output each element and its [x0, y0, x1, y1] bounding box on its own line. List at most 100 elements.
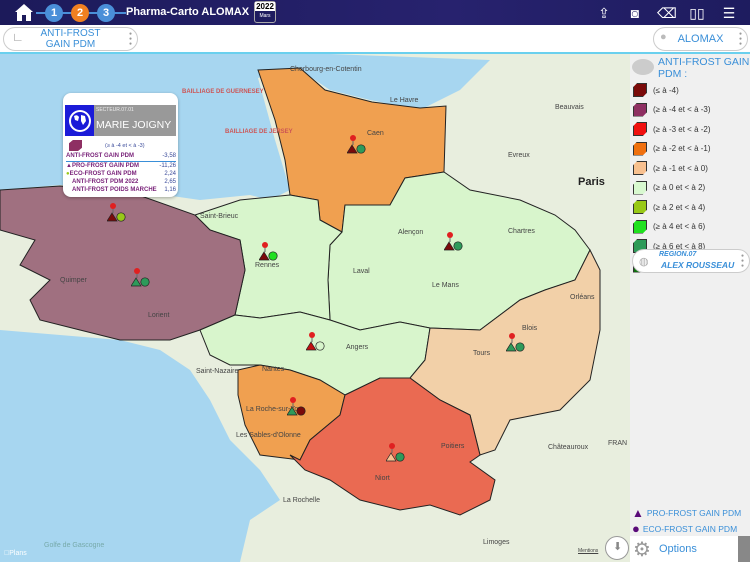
legend-item: (≥ à -2 et < à -1)	[633, 141, 711, 157]
marker-pin-icon	[286, 397, 306, 416]
symbol-eco-frost[interactable]: ● ECO-FROST GAIN PDM	[632, 522, 737, 536]
tooltip-name: MARIE JOIGNY	[96, 119, 172, 131]
sector-marker[interactable]	[106, 202, 131, 226]
legend-item: (≥ à 2 et < à 4)	[633, 199, 705, 215]
step-2-button[interactable]: 2	[71, 4, 89, 22]
book-icon[interactable]: ▯▯	[689, 5, 705, 21]
legend-label: (≥ à 6 et < à 8)	[653, 241, 706, 251]
marker-pin-icon	[258, 242, 278, 261]
map-canvas[interactable]	[0, 54, 630, 562]
lock-toggle[interactable]	[738, 536, 750, 562]
share-icon[interactable]: ⇪	[598, 5, 610, 21]
legend-label: (≥ à 4 et < à 6)	[653, 222, 706, 231]
city-label: Tours	[473, 350, 491, 357]
city-label: Quimper	[60, 277, 87, 284]
sector-marker[interactable]	[286, 396, 311, 420]
sector-marker[interactable]	[385, 442, 410, 466]
camera-icon[interactable]: ◙	[630, 5, 640, 21]
city-label: Niort	[375, 475, 390, 482]
city-label: La Rochelle	[283, 497, 320, 504]
region-name: ALEX ROUSSEAU	[661, 260, 735, 270]
row-value: 1,16	[164, 187, 176, 193]
attribution: Plans	[4, 550, 27, 557]
sector-marker[interactable]	[443, 231, 468, 255]
legend-label: (≥ à -1 et < à 0)	[653, 163, 708, 173]
city-label: Orléans	[570, 294, 595, 301]
city-label: Caen	[367, 130, 384, 137]
indicator-label: ANTI-FROST GAIN PDM	[41, 28, 101, 50]
eraser-icon[interactable]: ⌫	[657, 5, 677, 21]
tooltip-row: ANTI-FROST PDM 2022 2,65	[66, 179, 176, 186]
brand-selector[interactable]: ● ALOMAX ● ● ●	[653, 27, 748, 51]
tooltip-row: ▲PRO-FROST GAIN PDM -11,26	[66, 163, 176, 170]
tooltip-header: SECTEUR.07.01 MARIE JOIGNY	[65, 105, 176, 136]
palette-icon	[632, 59, 654, 75]
city-label: Les Sables-d'Olonne	[236, 432, 301, 439]
row-value: -11,26	[159, 163, 176, 169]
palette-icon: ●	[660, 31, 667, 43]
city-label: La Roche-sur-Yon	[246, 406, 303, 413]
globe-icon	[65, 105, 94, 136]
divider	[66, 161, 176, 162]
more-icon: ● ● ●	[129, 31, 133, 47]
sub-bar: ∟ ANTI-FROST GAIN PDM ● ● ● ● ALOMAX ● ● ●	[0, 25, 750, 54]
sector-marker[interactable]	[258, 241, 283, 265]
month: Mars	[259, 13, 271, 19]
marker-pin-icon	[385, 443, 405, 462]
class-swatch	[69, 140, 82, 151]
step-1-button[interactable]: 1	[45, 4, 63, 22]
legend-swatch	[633, 180, 647, 195]
symbol-pro-frost[interactable]: ▲ PRO-FROST GAIN PDM	[632, 506, 741, 520]
more-icon: ● ● ●	[741, 253, 745, 269]
list-icon[interactable]: ☰	[722, 5, 736, 21]
axis-icon: ∟	[12, 30, 24, 44]
legend-item: (≤ à -4)	[633, 82, 679, 98]
city-label: Chartres	[508, 228, 535, 235]
location-button[interactable]: ⬇	[605, 536, 629, 560]
tooltip-class: (≥ à -4 et < à -3)	[105, 143, 145, 149]
legend-swatch	[633, 219, 647, 234]
legend-item: (≥ à -4 et < à -3)	[633, 102, 711, 118]
city-label: Beauvais	[555, 104, 584, 111]
sea-label: BAILLIAGE DE GUERNESEY	[182, 89, 264, 95]
row-value: -3,58	[162, 153, 176, 159]
more-icon: ● ● ●	[739, 31, 743, 47]
triangle-icon: ▲	[632, 506, 644, 520]
row-label: ▲PRO-FROST GAIN PDM	[66, 163, 139, 169]
app-title: Pharma-Carto ALOMAX	[126, 6, 250, 18]
city-label: Le Mans	[432, 282, 459, 289]
mentions-link[interactable]: Mentions	[578, 548, 599, 554]
region-selector[interactable]: ◍ REGION.07 ALEX ROUSSEAU ● ● ●	[632, 249, 750, 273]
legend-panel: ANTI-FROST GAIN PDM : (≤ à -4) (≥ à -4 et…	[630, 54, 750, 562]
step-3-button[interactable]: 3	[97, 4, 115, 22]
city-label: FRAN	[608, 440, 628, 447]
sector-tooltip[interactable]: SECTEUR.07.01 MARIE JOIGNY (≥ à -4 et < …	[63, 93, 178, 197]
map[interactable]: Cherbourg-en-Cotentin Le Havre Beauvais Cae…	[0, 54, 630, 562]
city-label: Nantes	[262, 366, 285, 373]
region-bretagne-ouest	[0, 185, 246, 341]
legend-item: (≥ à -3 et < à -2)	[633, 121, 711, 137]
city-label: Saint-Nazaire	[196, 368, 239, 375]
date-selector[interactable]: 2022 Mars	[254, 1, 276, 23]
indicator-selector[interactable]: ∟ ANTI-FROST GAIN PDM ● ● ●	[3, 27, 138, 51]
sector-marker[interactable]	[346, 134, 371, 158]
pin-icon: ⬇	[613, 541, 623, 553]
legend-item: (≥ à -1 et < à 0)	[633, 160, 708, 176]
sector-marker[interactable]	[130, 267, 155, 291]
legend-label: (≥ à -3 et < à -2)	[653, 124, 711, 134]
options-button[interactable]: ⚙ Options	[630, 536, 738, 562]
year: 2022	[255, 2, 275, 11]
tooltip-row: ANTI-FROST GAIN PDM -3,58	[66, 153, 176, 160]
legend-swatch	[633, 102, 647, 117]
sector-marker[interactable]	[305, 331, 330, 355]
city-label: Lorient	[148, 312, 170, 319]
row-label: ANTI-FROST GAIN PDM	[66, 153, 134, 159]
city-label: Rennes	[255, 262, 280, 269]
city-label: Angers	[346, 344, 369, 351]
marker-pin-icon	[443, 232, 463, 251]
region-code: REGION.07	[659, 251, 697, 258]
legend-item: (≥ à 4 et < à 6)	[633, 219, 705, 235]
home-icon[interactable]	[14, 3, 34, 22]
sector-marker[interactable]	[505, 332, 530, 356]
row-value: 2,24	[164, 171, 176, 177]
